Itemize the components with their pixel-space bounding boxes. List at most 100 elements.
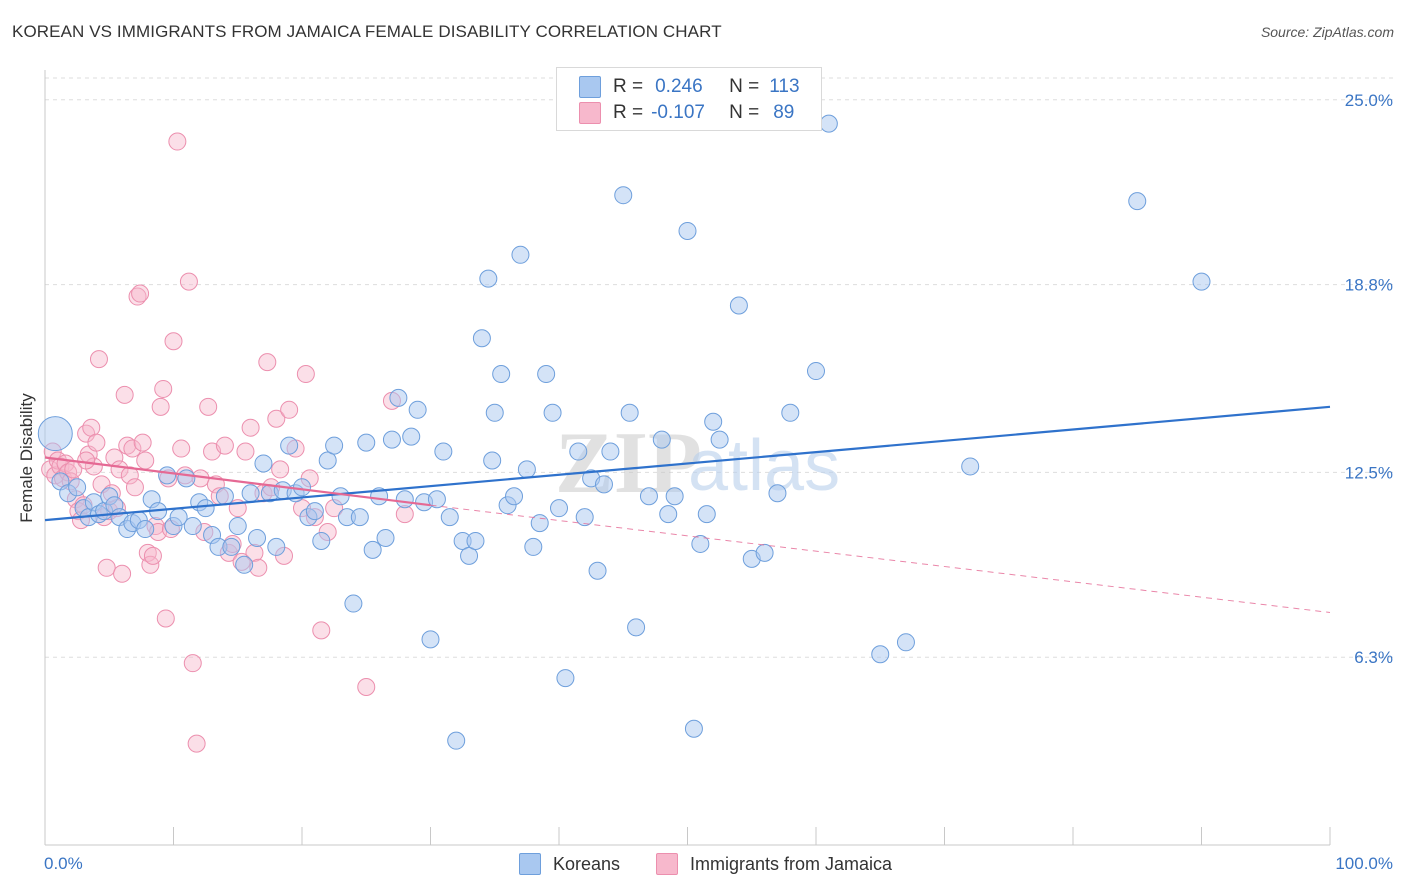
jamaica-point: [267, 409, 286, 428]
jamaica-point: [296, 365, 315, 384]
jamaica-point: [77, 424, 96, 443]
jamaica-trend-line-dashed: [430, 504, 1331, 613]
legend-swatch-jamaica: [579, 102, 601, 124]
axes: [44, 70, 1331, 846]
korean-point: [447, 731, 466, 750]
korean-point: [550, 499, 568, 518]
korean-point: [305, 502, 324, 521]
jamaica-point: [179, 272, 198, 291]
jamaica-point: [154, 379, 173, 398]
bottom-legend-swatch-jamaica: [656, 853, 678, 875]
y-tick-label: 12.5%: [1345, 463, 1393, 482]
korean-point: [312, 531, 331, 550]
jamaica-point: [77, 451, 96, 470]
korean-point: [691, 534, 710, 553]
bottom-legend-koreans: Koreans: [519, 851, 620, 877]
jamaica-point: [138, 543, 157, 562]
korean-point: [344, 594, 363, 613]
x-tick-label: 0.0%: [44, 854, 83, 873]
korean-point: [1128, 192, 1147, 211]
jamaica-point: [87, 433, 106, 452]
jamaica-point: [271, 460, 290, 479]
jamaica-point: [236, 442, 255, 461]
korean-point: [293, 478, 311, 497]
korean-point: [325, 436, 344, 455]
tick-labels: 6.3% 12.5% 18.8% 25.0% 0.0% 100.0%: [44, 91, 1393, 873]
korean-point: [678, 221, 697, 240]
korean-point: [357, 433, 376, 452]
korean-point: [254, 454, 273, 473]
legend-n-label: N =: [729, 76, 760, 97]
korean-point: [684, 719, 703, 738]
legend-r-label: R =: [613, 102, 644, 123]
korean-point: [466, 531, 485, 550]
legend-n-label: N =: [729, 102, 760, 123]
korean-point: [136, 520, 155, 539]
y-tick-label: 6.3%: [1354, 648, 1393, 667]
korean-point: [768, 484, 787, 503]
korean-point: [479, 269, 498, 288]
jamaica-point: [133, 433, 152, 452]
jamaica-trend-line-solid: [44, 456, 431, 507]
jamaica-point: [258, 353, 277, 372]
korean-point: [871, 645, 890, 664]
jamaica-point: [89, 350, 108, 369]
korean-point: [318, 451, 337, 470]
korean-point: [505, 487, 524, 506]
korean-point: [665, 487, 684, 506]
korean-point: [614, 186, 633, 205]
legend-n-value: 89: [773, 102, 795, 123]
korean-point: [704, 412, 723, 431]
korean-point: [652, 430, 671, 449]
korean-point: [556, 669, 575, 688]
korean-point: [569, 442, 588, 461]
jamaica-point: [280, 400, 299, 419]
korean-points: [37, 114, 1211, 750]
jamaica-point: [131, 284, 150, 303]
korean-point: [517, 460, 536, 479]
jamaica-point: [136, 451, 155, 470]
korean-point: [543, 403, 562, 422]
bottom-legend-jamaica: Immigrants from Jamaica: [656, 851, 892, 877]
korean-point: [627, 618, 646, 637]
jamaica-point: [118, 436, 137, 455]
legend-row-jamaica: R = -0.107 N = 89: [579, 99, 794, 127]
korean-point: [382, 430, 401, 449]
korean-point: [492, 365, 511, 384]
y-tick-label: 25.0%: [1345, 91, 1393, 110]
korean-point: [158, 466, 177, 485]
y-tick-label: 18.8%: [1345, 276, 1393, 295]
korean-point: [537, 365, 556, 384]
jamaica-point: [241, 418, 260, 437]
jamaica-point: [156, 609, 175, 628]
korean-point: [235, 555, 254, 574]
korean-point: [601, 442, 620, 461]
korean-point: [710, 430, 729, 449]
jamaica-point: [172, 439, 191, 458]
trend-lines: [44, 405, 1331, 613]
korean-point: [267, 537, 286, 556]
jamaica-point: [97, 558, 116, 577]
jamaica-point: [164, 332, 183, 351]
bottom-legend-label-jamaica: Immigrants from Jamaica: [690, 853, 893, 874]
jamaica-point: [115, 385, 134, 404]
korean-point: [363, 540, 382, 559]
korean-point: [588, 561, 607, 580]
legend-r-value: 0.246: [655, 76, 703, 97]
jamaica-point: [183, 654, 202, 673]
bottom-legend-label-koreans: Koreans: [553, 853, 621, 874]
korean-point: [755, 543, 774, 562]
source-credit: Source: ZipAtlas.com: [1260, 24, 1394, 40]
jamaica-point: [128, 287, 147, 306]
x-tick-label: 100.0%: [1335, 854, 1393, 873]
korean-point: [434, 442, 453, 461]
korean-point: [460, 546, 479, 565]
korean-point: [177, 469, 196, 488]
korean-point: [68, 478, 87, 497]
korean-point: [961, 457, 980, 476]
korean-point: [620, 403, 639, 422]
chart-title: KOREAN VS IMMIGRANTS FROM JAMAICA FEMALE…: [12, 22, 722, 41]
korean-point: [222, 537, 241, 556]
korean-point: [395, 490, 414, 509]
